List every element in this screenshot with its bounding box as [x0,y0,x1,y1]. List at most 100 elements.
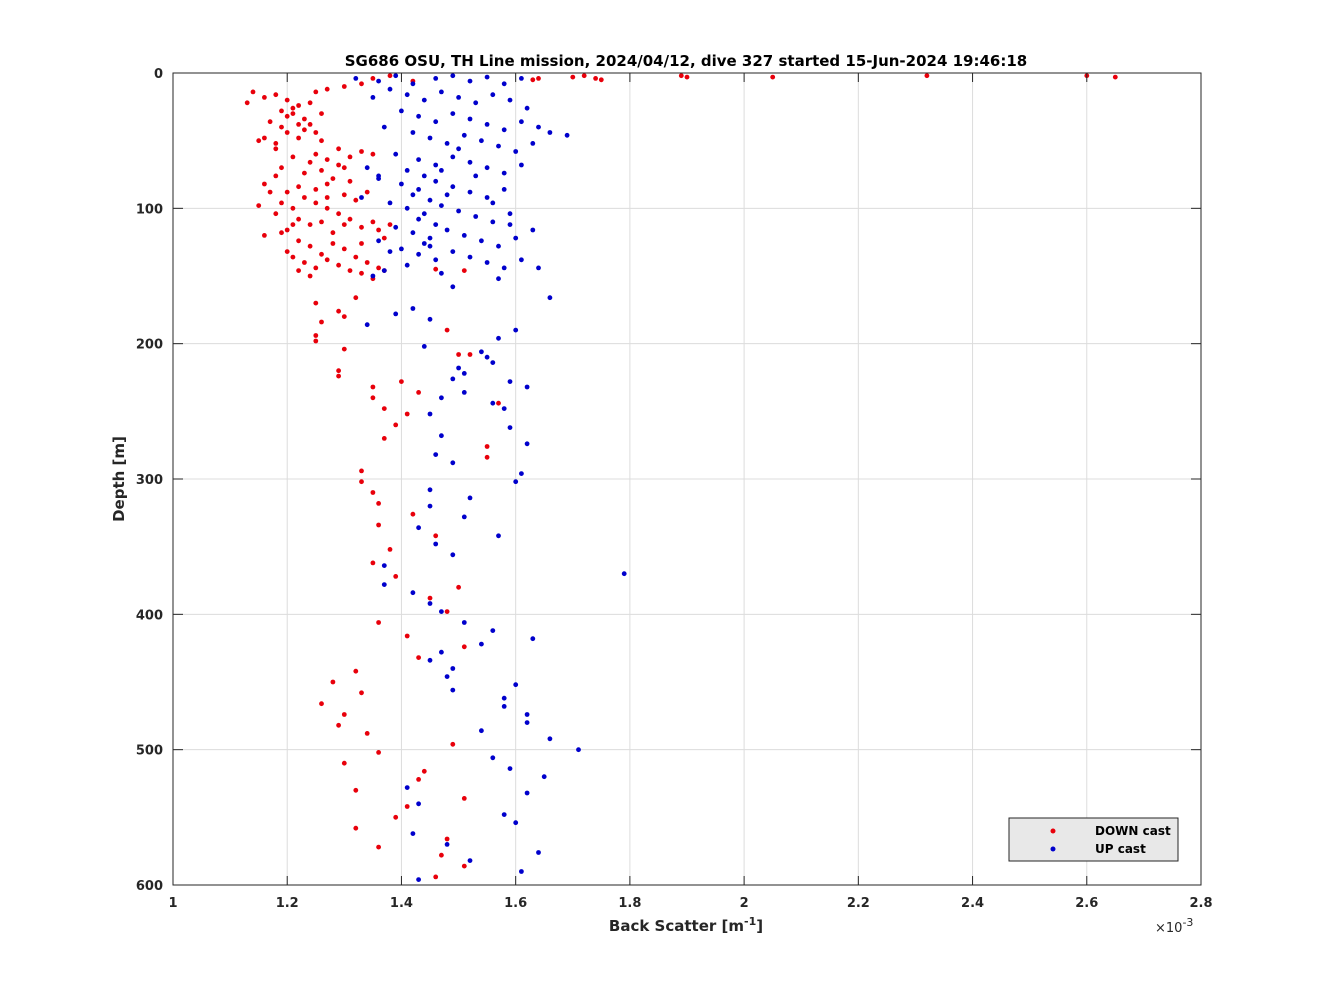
point-down-cast [296,103,301,108]
point-down-cast [341,222,347,228]
point-down-cast [341,84,347,89]
y-tick-label: 600 [136,879,163,894]
point-down-cast [336,262,341,268]
point-up-cast [421,344,427,349]
point-up-cast [404,262,410,268]
point-up-cast [484,195,490,200]
point-up-cast [507,97,513,103]
point-up-cast [416,877,421,882]
point-down-cast [387,73,393,79]
x-tick-label: 2.8 [1189,896,1212,911]
point-down-cast [273,146,279,152]
point-up-cast [456,95,461,100]
point-up-cast [376,78,381,84]
point-down-cast [302,127,307,133]
point-down-cast [307,273,313,279]
point-down-cast [296,184,301,190]
point-up-cast [433,452,439,457]
point-up-cast [467,189,473,195]
point-up-cast [421,211,427,217]
point-down-cast [381,235,387,241]
point-down-cast [302,195,307,200]
point-down-cast [376,844,381,850]
point-up-cast [427,487,433,493]
point-up-cast [467,495,473,501]
point-down-cast [324,205,330,211]
point-up-cast [479,728,484,734]
point-down-cast [341,314,347,319]
y-tick-label: 100 [136,202,163,217]
legend-marker-down-cast [1050,828,1056,834]
point-down-cast [273,211,279,217]
point-down-cast [381,406,387,411]
point-down-cast [313,151,319,157]
point-down-cast [330,679,336,685]
point-down-cast [313,200,319,206]
point-down-cast [376,750,381,755]
point-down-cast [279,230,284,236]
point-down-cast [370,219,376,225]
point-up-cast [439,168,444,173]
point-up-cast [381,124,387,130]
point-up-cast [433,541,439,547]
point-up-cast [410,130,416,135]
point-up-cast [439,609,444,614]
point-down-cast [450,741,456,747]
point-down-cast [439,852,444,858]
point-up-cast [416,216,421,222]
point-up-cast [393,224,399,230]
point-up-cast [439,89,444,95]
point-down-cast [307,100,313,106]
point-up-cast [467,78,473,84]
point-down-cast [307,122,313,127]
x-tick-label: 2.6 [1075,896,1098,911]
point-down-cast [290,154,296,160]
point-down-cast [484,454,490,460]
point-down-cast [593,76,598,81]
point-up-cast [444,674,450,679]
point-down-cast [256,203,262,209]
point-up-cast [410,306,416,311]
point-up-cast [519,76,524,81]
point-down-cast [267,119,273,125]
point-up-cast [399,181,404,187]
point-down-cast [330,230,336,236]
x-tick-label: 1 [168,896,177,911]
point-up-cast [473,214,479,219]
x-axis-label: Back Scatter [m-1] [609,915,763,935]
point-down-cast [461,863,467,869]
point-up-cast [416,525,421,531]
point-down-cast [456,584,461,590]
point-up-cast [439,649,444,655]
point-up-cast [490,628,496,633]
point-up-cast [501,265,507,271]
point-down-cast [353,825,359,831]
point-up-cast [479,641,484,647]
point-down-cast [359,468,364,474]
point-up-cast [507,211,513,217]
point-down-cast [330,241,336,246]
point-up-cast [439,203,444,209]
point-up-cast [433,76,439,81]
point-up-cast [461,371,467,376]
point-up-cast [393,73,399,79]
point-down-cast [290,254,296,260]
point-up-cast [501,170,507,176]
point-down-cast [330,176,336,182]
point-down-cast [336,308,341,314]
point-down-cast [296,238,301,244]
point-up-cast [513,820,519,826]
point-up-cast [501,812,507,817]
point-down-cast [296,268,301,273]
point-down-cast [262,95,267,100]
x-axis-multiplier: ×10-3 [1155,916,1193,936]
point-up-cast [519,119,524,125]
point-down-cast [313,333,319,338]
point-down-cast [347,178,353,184]
y-tick-label: 0 [154,67,163,82]
point-up-cast [427,601,433,606]
point-up-cast [496,143,501,149]
point-down-cast [444,327,450,333]
point-up-cast [410,192,416,198]
